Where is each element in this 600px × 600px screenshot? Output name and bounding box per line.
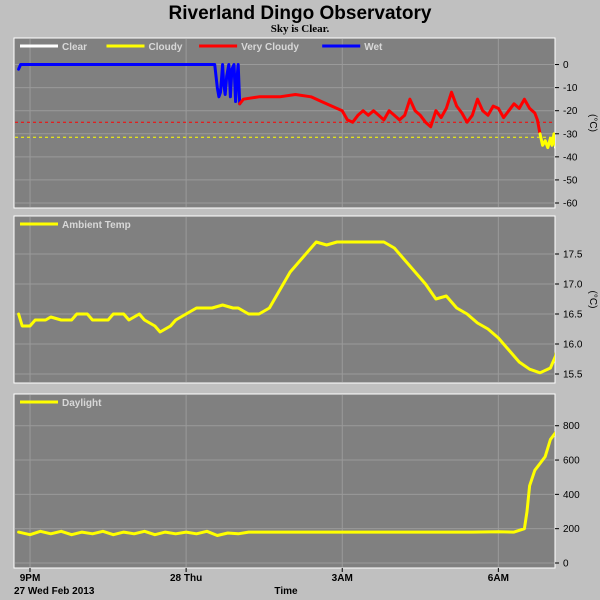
y-tick-label: 200 [563, 524, 580, 535]
chart-subtitle: Sky is Clear. [271, 23, 330, 35]
y-tick-label: 16.5 [563, 310, 583, 321]
legend-label: Daylight [62, 398, 102, 409]
legend-label: Clear [62, 42, 87, 53]
y-tick-label: 0 [563, 60, 569, 71]
y-axis-unit: (°C) [587, 114, 598, 132]
date-label: 27 Wed Feb 2013 [14, 586, 95, 597]
y-tick-label: -40 [563, 152, 578, 163]
x-tick-label: 9PM [20, 573, 41, 584]
y-tick-label: -50 [563, 175, 578, 186]
x-tick-label: 6AM [488, 573, 509, 584]
y-tick-label: -10 [563, 83, 578, 94]
plot-area [13, 393, 556, 569]
chart-title: Riverland Dingo Observatory [169, 3, 432, 24]
y-tick-label: 15.5 [563, 370, 583, 381]
series-line-wet [17, 63, 242, 106]
y-tick-label: 17.0 [563, 280, 583, 291]
y-tick-label: 17.5 [563, 250, 583, 261]
legend-label: Very Cloudy [241, 42, 299, 53]
series-line-cloudy [538, 132, 555, 150]
legend-label: Wet [364, 42, 383, 53]
legend-label: Ambient Temp [62, 220, 131, 231]
plot-area [13, 215, 556, 384]
daylight-panel: Daylight 0 200 400 600 800 [13, 393, 580, 570]
series-line-ambient-temp [17, 240, 555, 375]
y-tick-label: -30 [563, 129, 578, 140]
x-axis-label: Time [274, 586, 298, 597]
sky-temperature-panel: Clear Cloudy Very Cloudy Wet 0 -10 -20 -30 -40 -5… [13, 37, 598, 210]
x-tick-label: 3AM [332, 573, 353, 584]
y-tick-label: 400 [563, 490, 580, 501]
y-tick-label: 16.0 [563, 340, 583, 351]
y-tick-label: 600 [563, 456, 580, 467]
y-tick-label: -20 [563, 106, 578, 117]
series-line-daylight [17, 431, 555, 537]
y-axis-unit: (°C) [587, 291, 598, 309]
x-axis: 9PM 28 Thu 3AM 6AM [20, 568, 509, 584]
y-tick-label: 800 [563, 421, 580, 432]
x-tick-label: 28 Thu [170, 573, 202, 584]
y-tick-label: 0 [563, 559, 569, 570]
legend-label: Cloudy [149, 42, 183, 53]
ambient-temperature-panel: Ambient Temp 15.5 16.0 16.5 17.0 17.5 (°C) [13, 215, 598, 384]
y-tick-label: -60 [563, 199, 578, 210]
series-line-very-cloudy [238, 90, 542, 136]
